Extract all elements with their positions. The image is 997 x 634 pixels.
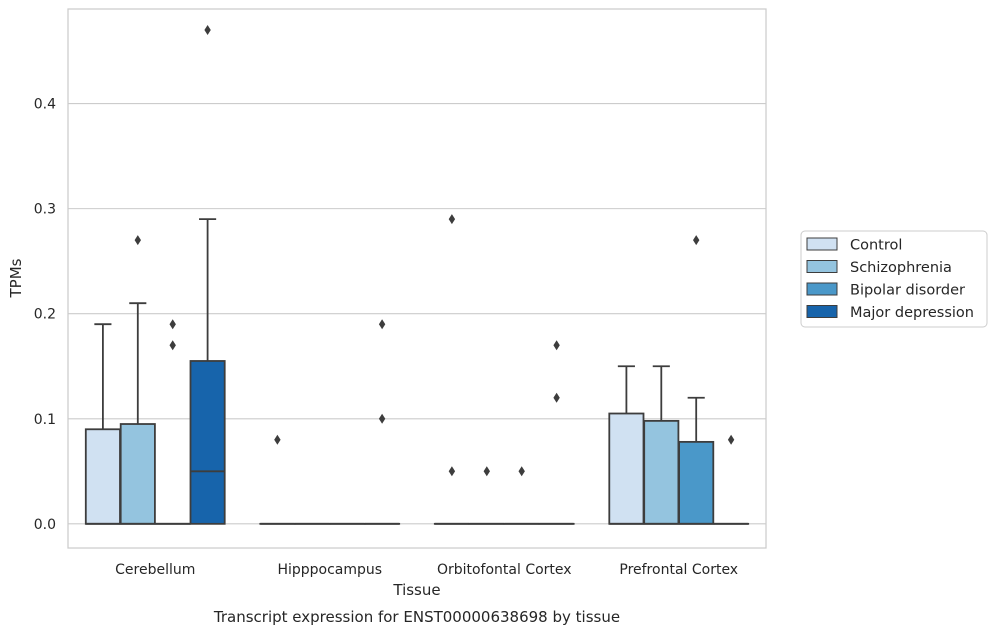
box-control (608, 365, 645, 525)
outlier-point (553, 340, 560, 351)
box-major-depression (364, 319, 401, 525)
outlier-point (274, 434, 281, 445)
legend-swatch (806, 260, 838, 273)
x-axis-label: Tissue (392, 581, 440, 599)
x-tick-label: Prefrontal Cortex (619, 562, 738, 578)
outlier-point (134, 235, 141, 246)
box-major-depression (189, 25, 226, 525)
box-body (678, 440, 715, 525)
legend-item: Bipolar disorder (806, 282, 965, 299)
box-body (119, 423, 156, 525)
legend-label: Control (850, 238, 902, 254)
outlier-point (204, 25, 211, 36)
legend-swatch (806, 282, 838, 296)
box-bipolar-disorder (678, 235, 715, 525)
legend-item: Major depression (806, 305, 974, 321)
y-tick-label: 0.3 (34, 202, 56, 218)
box-body (608, 412, 645, 525)
box-body (643, 419, 680, 525)
box-schizophrenia (643, 365, 680, 525)
outlier-point (518, 466, 525, 477)
outlier-point (448, 214, 456, 225)
y-axis-label: TPMs (7, 258, 25, 298)
outlier-point (448, 466, 456, 477)
x-tick-label: Hipppocampus (277, 562, 382, 578)
box-schizophrenia (119, 235, 156, 525)
legend-item: Control (806, 237, 902, 254)
outlier-point (378, 319, 386, 330)
x-tick-labels: Cerebellum Hipppocampus Orbitofontal Corte… (115, 562, 738, 578)
legend: Control Schizophrenia Bipolar disorder Majo… (800, 230, 988, 328)
legend-swatch (806, 305, 838, 318)
outlier-point (483, 466, 490, 477)
y-tick-labels: 0.0 0.1 0.2 0.3 0.4 (34, 97, 56, 533)
box-control (433, 214, 470, 525)
legend-frame (800, 230, 988, 328)
plot-frame (67, 8, 767, 549)
y-tick-label: 0.0 (34, 517, 56, 533)
x-tick-label: Orbitofontal Cortex (437, 562, 572, 578)
outlier-point (169, 319, 176, 330)
y-tick-label: 0.4 (34, 97, 56, 113)
x-tick-label: Cerebellum (115, 562, 195, 578)
outlier-point (553, 392, 560, 403)
chart-caption: Transcript expression for ENST0000063869… (213, 608, 620, 626)
legend-item: Schizophrenia (806, 260, 952, 276)
box-major-depression (538, 340, 575, 525)
legend-label: Major depression (850, 305, 974, 321)
legend-swatch (806, 237, 838, 251)
box-body (84, 428, 121, 525)
outlier-point (169, 340, 176, 351)
y-tick-label: 0.1 (34, 412, 56, 428)
box-body (189, 360, 226, 525)
box-bipolar-disorder (154, 319, 191, 525)
legend-label: Bipolar disorder (850, 283, 965, 299)
box-major-depression (713, 434, 750, 525)
outlier-point (727, 434, 735, 445)
outlier-point (378, 413, 386, 424)
outlier-point (693, 235, 700, 246)
boxes (84, 25, 750, 525)
y-tick-label: 0.2 (34, 307, 56, 323)
legend-label: Schizophrenia (850, 260, 952, 276)
